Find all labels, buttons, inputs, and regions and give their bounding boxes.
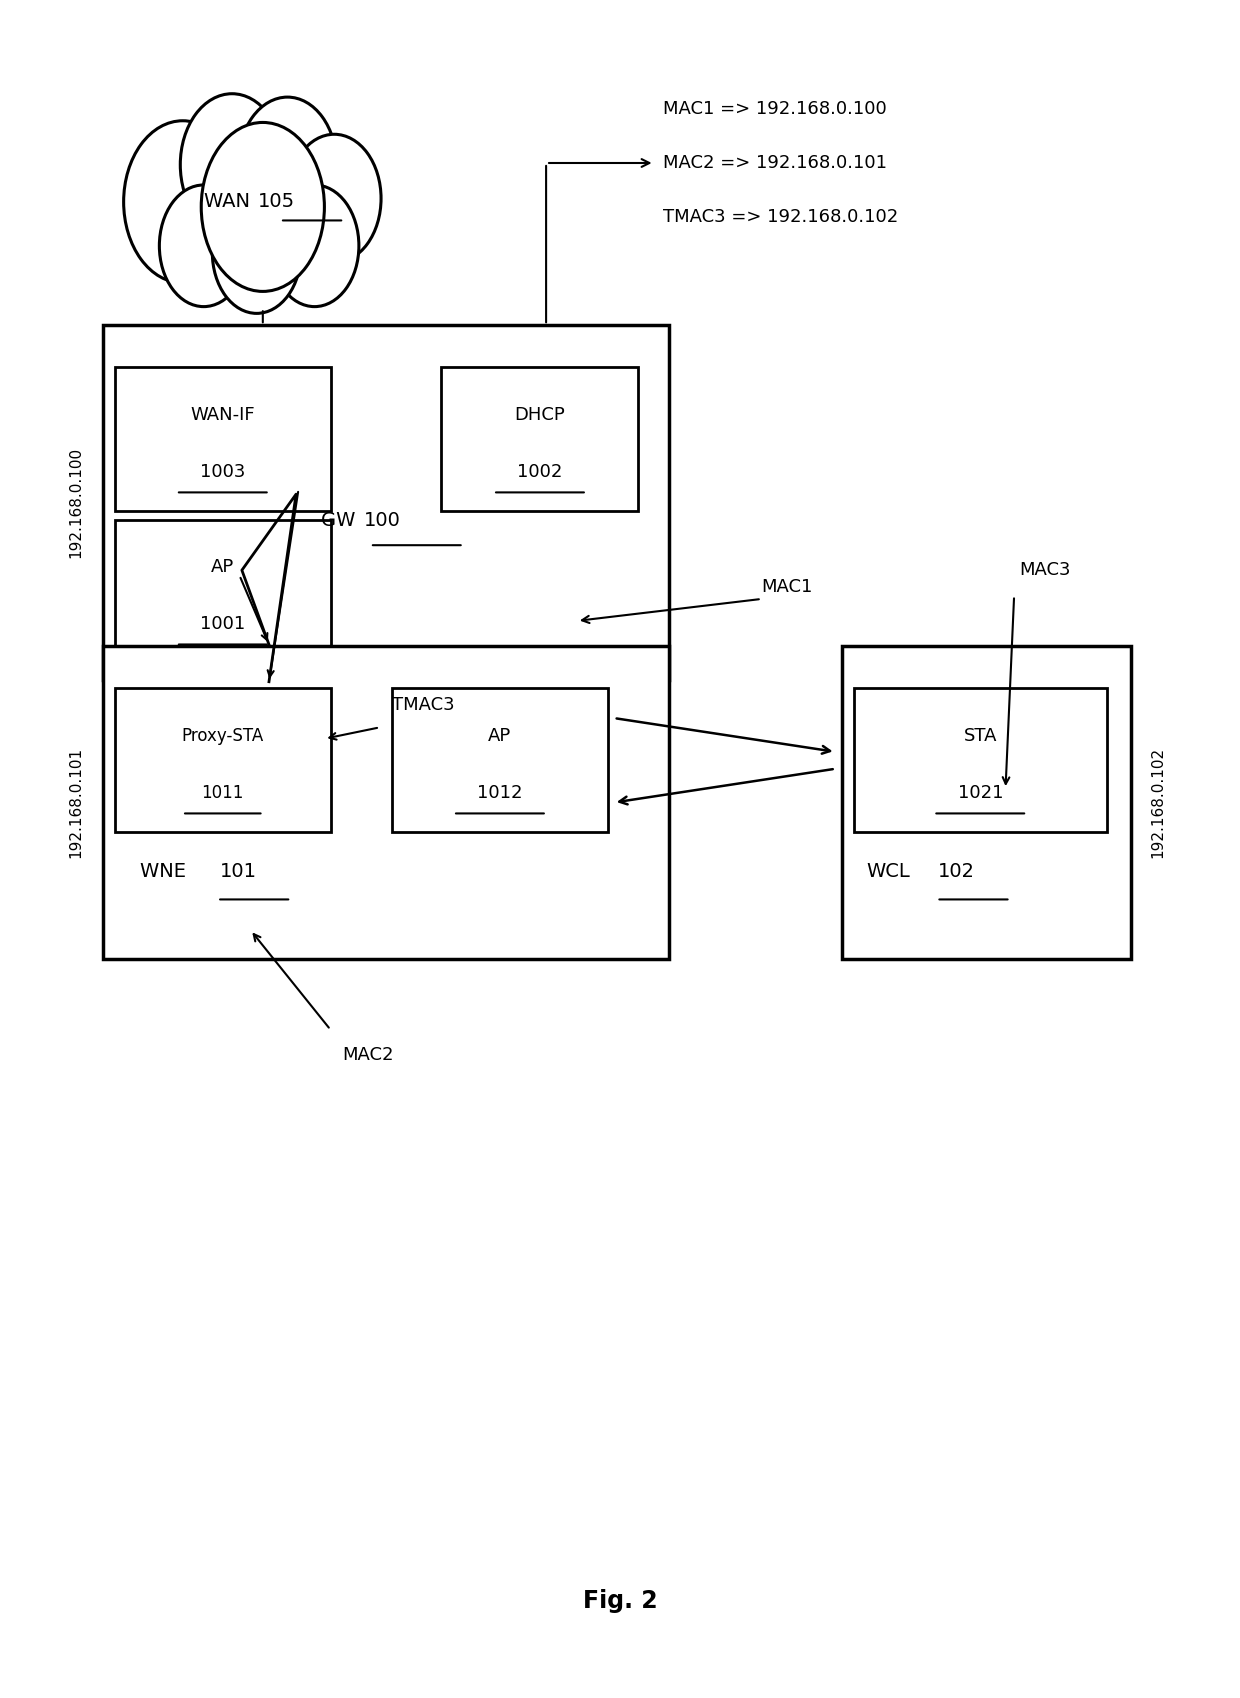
- Text: MAC3: MAC3: [1019, 562, 1070, 579]
- Text: 1003: 1003: [200, 464, 246, 481]
- Bar: [441, 367, 639, 511]
- Text: 105: 105: [258, 192, 295, 211]
- Bar: [103, 647, 670, 959]
- Text: AP: AP: [489, 727, 512, 745]
- Circle shape: [238, 97, 337, 233]
- Text: 1002: 1002: [517, 464, 563, 481]
- Text: 192.168.0.100: 192.168.0.100: [68, 447, 83, 559]
- Text: DHCP: DHCP: [515, 406, 565, 424]
- Bar: [115, 520, 331, 664]
- Text: 1012: 1012: [477, 784, 523, 803]
- Text: Fig. 2: Fig. 2: [583, 1589, 657, 1613]
- Text: WAN-IF: WAN-IF: [191, 406, 255, 424]
- Text: GW: GW: [321, 511, 361, 530]
- Bar: [842, 647, 1131, 959]
- Text: 102: 102: [937, 863, 975, 881]
- Text: 1001: 1001: [200, 615, 246, 633]
- Text: 1011: 1011: [202, 784, 244, 803]
- Circle shape: [201, 122, 325, 292]
- Text: MAC1: MAC1: [761, 577, 813, 596]
- Bar: [854, 688, 1106, 832]
- Text: MAC2: MAC2: [342, 1046, 393, 1065]
- Text: TMAC3: TMAC3: [392, 696, 454, 715]
- Text: 192.168.0.102: 192.168.0.102: [1151, 747, 1166, 857]
- Bar: [392, 688, 608, 832]
- Text: STA: STA: [963, 727, 997, 745]
- Text: WNE: WNE: [140, 863, 192, 881]
- Text: TMAC3 => 192.168.0.102: TMAC3 => 192.168.0.102: [663, 209, 898, 226]
- Text: WAN: WAN: [205, 192, 257, 211]
- Circle shape: [160, 185, 248, 307]
- Circle shape: [124, 121, 242, 284]
- Text: 192.168.0.101: 192.168.0.101: [68, 747, 83, 857]
- Text: AP: AP: [211, 559, 234, 576]
- Bar: [115, 688, 331, 832]
- Text: MAC1 => 192.168.0.100: MAC1 => 192.168.0.100: [663, 100, 887, 117]
- Text: 100: 100: [363, 511, 401, 530]
- Text: Proxy-STA: Proxy-STA: [182, 727, 264, 745]
- Text: 101: 101: [219, 863, 257, 881]
- Circle shape: [288, 134, 381, 263]
- Circle shape: [180, 93, 284, 236]
- Text: 1021: 1021: [957, 784, 1003, 803]
- Bar: [103, 326, 670, 679]
- Text: MAC2 => 192.168.0.101: MAC2 => 192.168.0.101: [663, 155, 887, 171]
- Bar: [115, 367, 331, 511]
- Circle shape: [212, 192, 301, 314]
- Circle shape: [270, 185, 358, 307]
- Text: WCL: WCL: [867, 863, 910, 881]
